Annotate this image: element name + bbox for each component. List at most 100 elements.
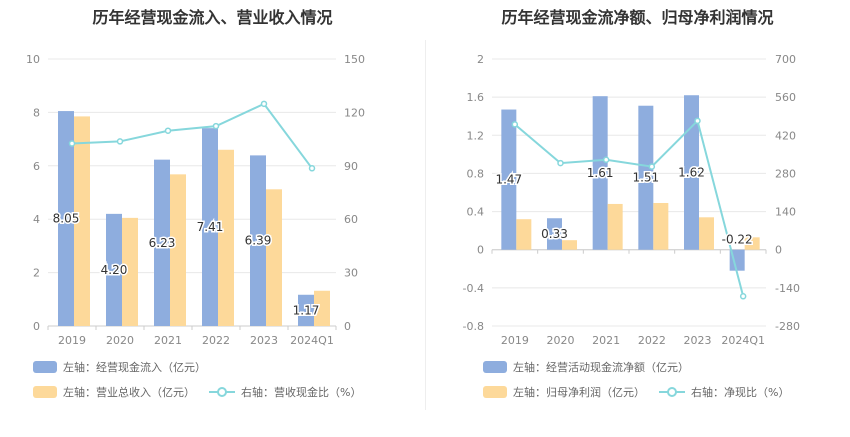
right-axis-tick-label: 560 [775,91,796,104]
left-axis-tick-label: 4 [33,213,40,226]
left-axis-tick-label: -0.8 [463,320,484,333]
bar-data-label: 7.41 [197,220,224,234]
left-axis-tick-label: 1.6 [467,91,485,104]
ratio-line [71,102,313,169]
right-axis-tick-label: -140 [775,282,800,295]
right-axis-tick-label: 60 [344,213,358,226]
left-axis-tick-label: 0 [477,244,484,257]
ratio-point [308,165,316,172]
legend-row-1: 左轴：经营现金流入（亿元） [33,359,220,375]
left-axis-tick-label: 2 [33,267,40,280]
category-label: 2022 [202,334,230,347]
bar-secondary [74,116,90,326]
legend-label: 右轴：净现比（%） [691,386,790,399]
chart-panel-net-cash: 历年经营现金流净额、归母净利润情况 -0.8 -0.4 0 0.4 0.8 1.2 1.6 2… [425,0,850,437]
ratio-point [602,156,610,164]
bar-primary [298,294,314,326]
category-label: 2019 [58,334,86,347]
bar-secondary [607,203,623,250]
bar-primary [547,218,562,250]
category-label: 2022 [638,334,666,347]
bar-data-label: 1.62 [678,165,705,179]
bar-primary [501,109,517,250]
legend-label: 左轴：营业总收入（亿元） [63,386,195,399]
category-label: 2021 [592,334,620,347]
legend-item-net-cash-ratio[interactable]: 右轴：净现比（%） [659,384,789,400]
bar-secondary [562,240,577,250]
bar-data-label: 6.23 [149,236,176,250]
right-axis-tick-label: 150 [344,53,365,66]
bar-secondary [266,189,282,326]
bar-secondary [314,290,330,326]
ratio-line [514,118,745,297]
legend-swatch-blue [483,361,507,373]
category-label: 2024Q1 [290,334,334,347]
category-label: 2024Q1 [721,334,765,347]
left-axis-tick-label: 6 [33,160,40,173]
bar-secondary [122,217,138,326]
panel-divider [425,40,426,410]
ratio-point [68,140,76,147]
left-axis-tick-label: 0 [33,320,40,333]
bar-data-label: 1.51 [632,171,659,185]
ratio-point [739,293,747,300]
bar-data-label: 6.39 [245,234,272,248]
right-axis-tick-label: 420 [775,129,796,142]
legend-label: 右轴：营收现金比（%） [241,386,362,399]
legend-row-2: 左轴：营业总收入（亿元） 右轴：营收现金比（%） [33,384,375,400]
bar-data-label: 8.05 [53,212,80,226]
right-axis-tick-label: -280 [775,320,800,333]
legend-row-1: 左轴：经营活动现金流净额（亿元） [483,359,703,375]
category-label: 2019 [501,334,529,347]
bar-primary [154,159,170,326]
legend-label: 左轴：归母净利润（亿元） [513,386,645,399]
legend-item-cash-inflow[interactable]: 左轴：经营现金流入（亿元） [33,359,206,375]
right-axis-tick-label: 140 [775,206,796,219]
legend-line-icon [209,386,235,398]
bar-data-label: 4.20 [101,263,128,277]
left-axis-tick-label: 8 [33,106,40,119]
right-axis-tick-label: 280 [775,167,796,180]
bar-data-label: -0.22 [722,233,753,247]
legend-row-2: 左轴：归母净利润（亿元） 右轴：净现比（%） [483,384,803,400]
bar-data-label: 0.33 [541,227,568,241]
legend-label: 左轴：经营活动现金流净额（亿元） [513,361,689,374]
category-label: 2023 [684,334,712,347]
chart-title: 历年经营现金流入、营业收入情况 [92,8,333,27]
category-label: 2020 [547,334,575,347]
category-label: 2021 [154,334,182,347]
bar-primary [58,111,74,326]
chart-canvas-net-cash: -0.8-0.400.40.81.21.62-280-1400140280420… [463,53,800,347]
right-axis-tick-label: 120 [344,106,365,119]
ratio-point [116,138,124,145]
legend-item-net-profit[interactable]: 左轴：归母净利润（亿元） [483,384,645,400]
legend-item-cash-ratio[interactable]: 右轴：营收现金比（%） [209,384,361,400]
bar-data-label: 1.17 [293,303,320,317]
ratio-point [648,163,656,170]
legend-swatch-yellow [33,386,57,398]
bar-secondary [653,202,669,250]
legend-item-revenue[interactable]: 左轴：营业总收入（亿元） [33,384,195,400]
left-axis-tick-label: 1.2 [467,129,485,142]
chart-panel-cash-inflow: 历年经营现金流入、营业收入情况 0 2 4 6 8 10 0 30 60 90 120 150 2019… [26,8,375,400]
ratio-point [164,127,172,134]
bar-secondary [744,237,760,250]
right-axis-tick-label: 0 [775,244,782,257]
legend-swatch-blue [33,361,57,373]
ratio-point [212,122,220,130]
left-axis-tick-label: -0.4 [463,282,484,295]
bar-secondary [170,174,186,326]
bar-secondary [699,217,714,250]
right-axis-tick-label: 90 [344,160,358,173]
left-axis-tick-label: 0.4 [467,206,485,219]
category-label: 2023 [250,334,278,347]
bar-primary [250,155,266,326]
bar-primary [638,105,654,250]
bar-primary [106,213,122,326]
ratio-point [511,121,519,128]
bar-data-label: 1.61 [587,166,614,180]
left-axis-tick-label: 10 [26,53,40,66]
ratio-point [260,100,268,108]
bar-secondary [516,219,532,250]
legend-item-net-cash[interactable]: 左轴：经营活动现金流净额（亿元） [483,359,689,375]
